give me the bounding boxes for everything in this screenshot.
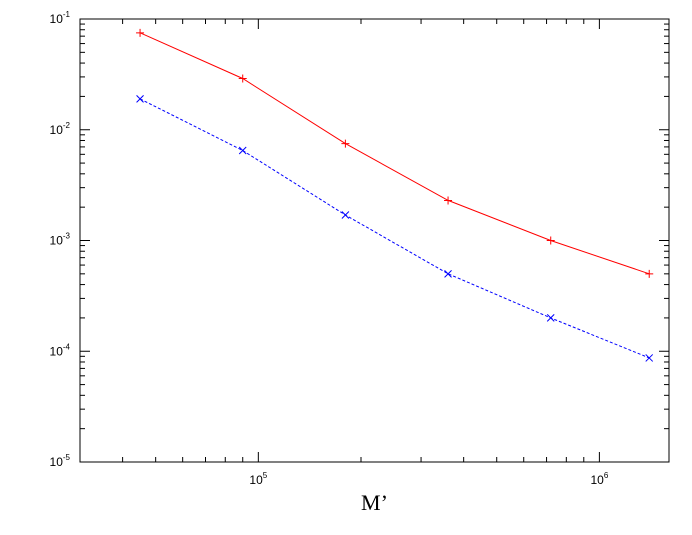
series-1	[136, 28, 654, 278]
series-1-point	[238, 74, 247, 83]
series-2	[136, 95, 654, 362]
y-tick-label: 10-5	[50, 453, 71, 469]
y-tick-label: 10-1	[50, 10, 71, 26]
series-layer	[136, 28, 654, 362]
x-tick-label: 106	[590, 471, 608, 487]
series-2-point	[645, 354, 654, 362]
series-1-point	[546, 236, 555, 245]
series-1-point	[645, 269, 654, 278]
y-tick-label: 10-2	[50, 121, 71, 137]
series-1-point	[136, 28, 145, 37]
series-2-point	[341, 211, 350, 219]
x-tick-label: 105	[249, 471, 267, 487]
series-1-point	[444, 196, 453, 205]
minor-ticks	[79, 19, 669, 462]
x-tick-labels: 105 106	[249, 471, 608, 487]
y-tick-labels: 10-1 10-2 10-3 10-4 10-5	[50, 10, 71, 469]
series-2-line	[139, 98, 650, 359]
series-2-point	[238, 146, 247, 155]
series-1-line	[139, 32, 650, 275]
series-2-point	[546, 314, 555, 322]
series-2-point	[136, 95, 144, 103]
x-axis-title: M’	[361, 490, 388, 515]
y-tick-label: 10-4	[50, 342, 71, 358]
plot-frame	[79, 18, 670, 463]
y-tick-label: 10-3	[50, 232, 71, 248]
major-ticks	[80, 18, 669, 463]
series-1-point	[341, 139, 350, 148]
series-2-point	[444, 269, 452, 278]
